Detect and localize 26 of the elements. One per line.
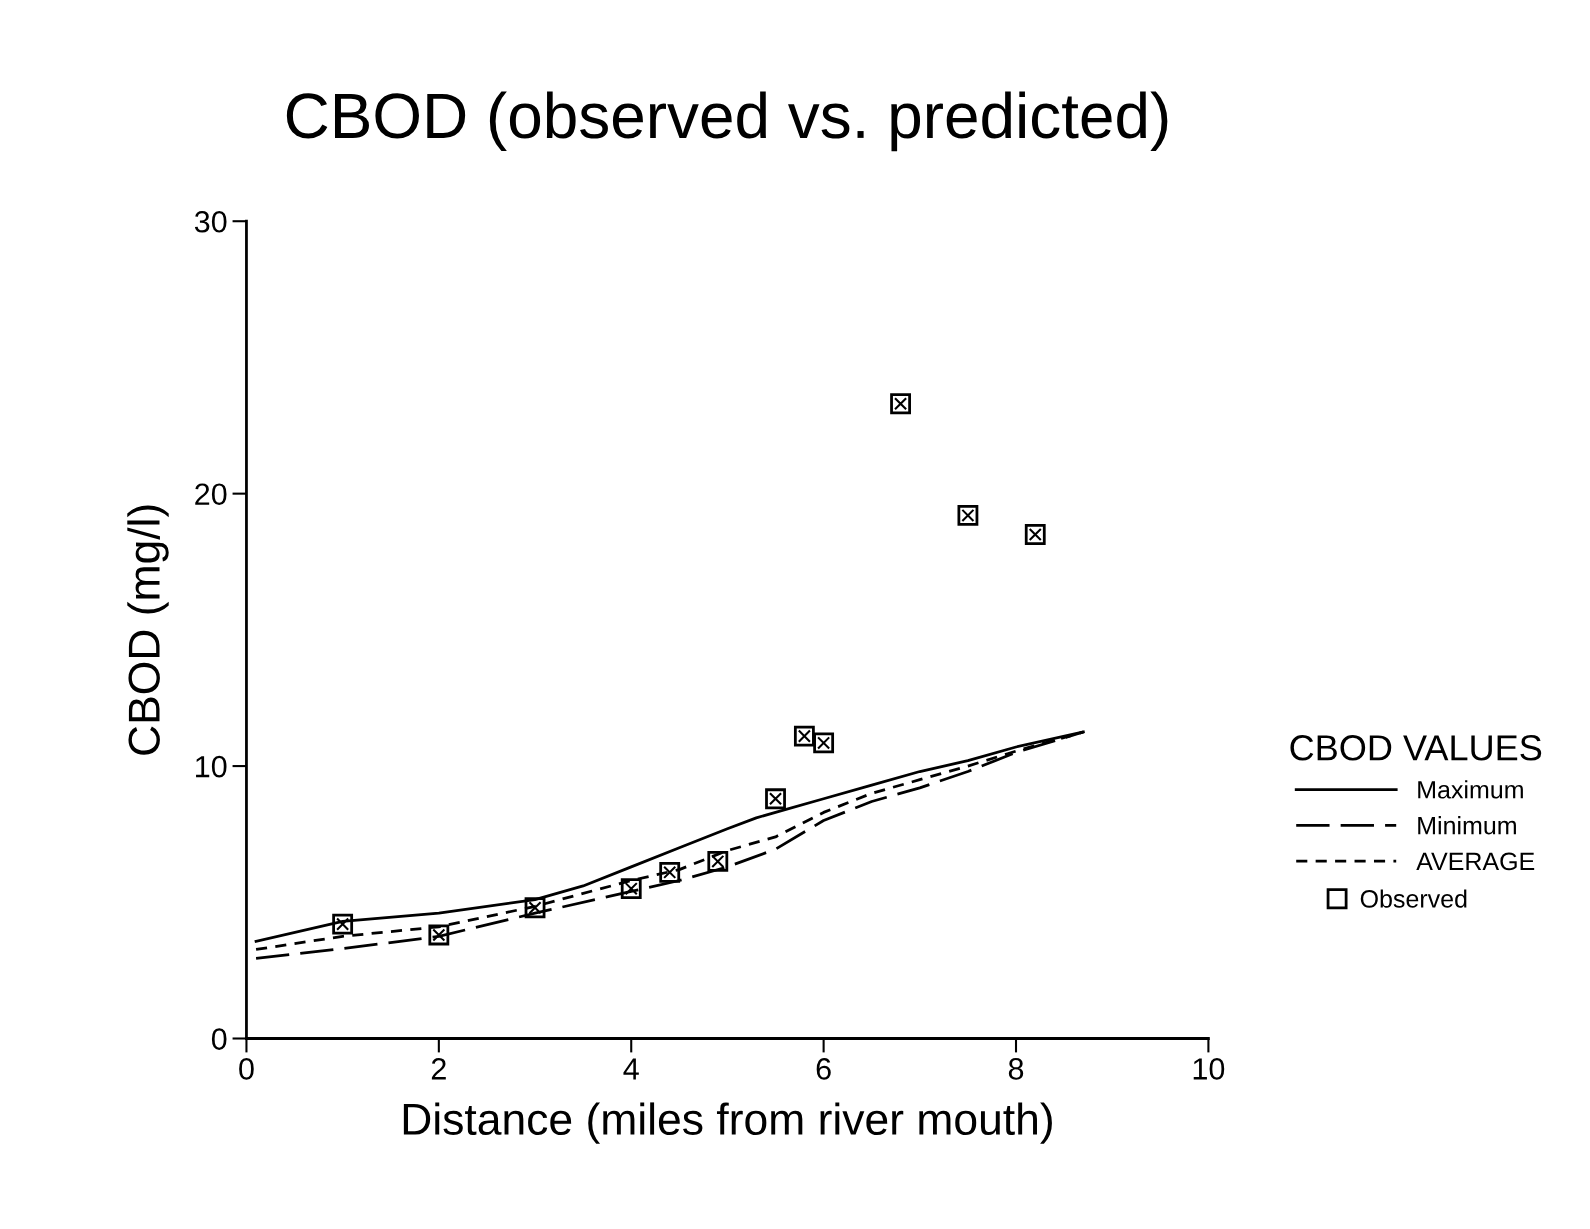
point [1024, 524, 1046, 545]
x-tick-label: 0 [239, 1058, 254, 1080]
x-tick-label: 8 [1008, 1058, 1024, 1080]
point [793, 725, 815, 747]
point [765, 788, 786, 810]
point [957, 505, 979, 526]
x-tick-label: 10 [1193, 1058, 1225, 1080]
x-tick-label: 2 [431, 1058, 446, 1080]
y-tick-label: 20 [195, 483, 227, 506]
point [813, 732, 835, 754]
legend-title: CBOD VALUES [1290, 735, 1542, 761]
point [890, 393, 911, 415]
legend-label: AVERAGE [1416, 852, 1535, 871]
chart-title: CBOD (observed vs. predicted) [286, 91, 1168, 152]
x-tick-label: 6 [816, 1058, 831, 1080]
y-axis-title: CBOD (mg/l) [127, 505, 169, 755]
y-tick-label: 0 [211, 1028, 227, 1050]
point [707, 851, 729, 872]
y-tick-label: 10 [196, 755, 227, 778]
y-tick-label: 30 [194, 210, 227, 233]
point [659, 861, 681, 883]
legend-label: Maximum [1418, 780, 1523, 799]
legend-label: Minimum [1418, 816, 1516, 835]
x-axis-title: Distance (miles from river mouth) [403, 1102, 1052, 1144]
legend-label: Observed [1360, 889, 1467, 908]
x-tick-label: 4 [623, 1058, 639, 1080]
